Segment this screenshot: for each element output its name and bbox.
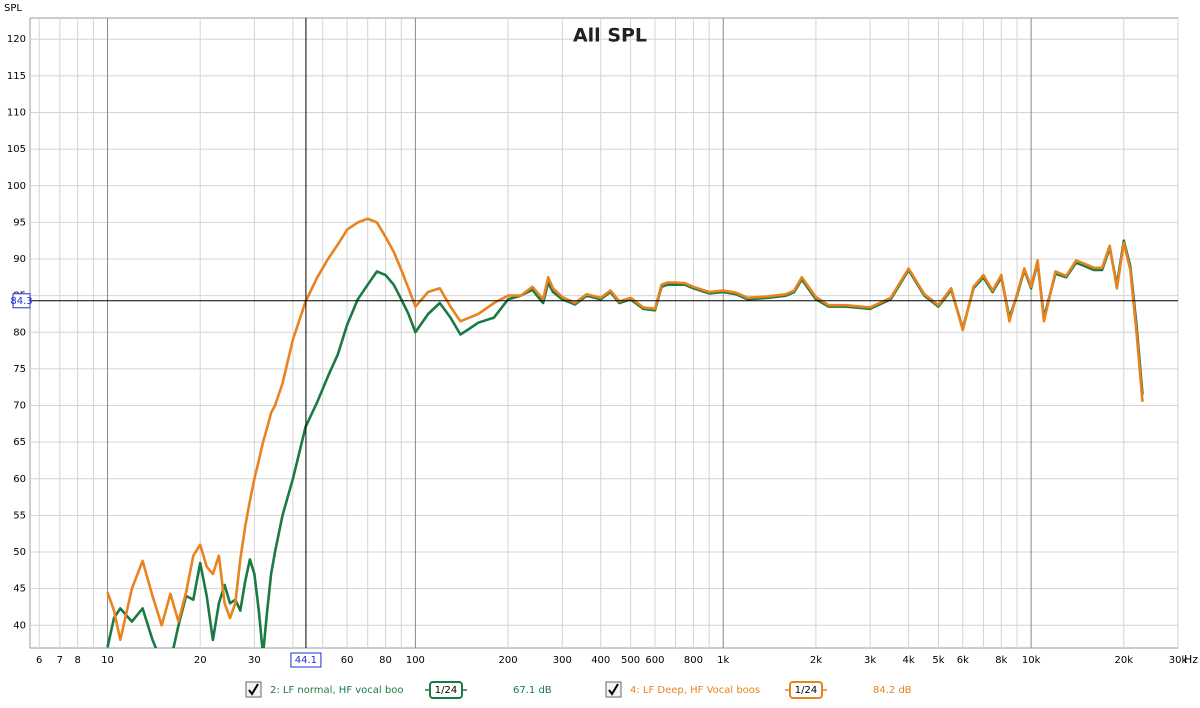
legend-label: 2: LF normal, HF vocal boo xyxy=(270,685,403,696)
legend: 2: LF normal, HF vocal boo 1/24 67.1 dB 4: … xyxy=(245,681,912,699)
chart-title: All SPL xyxy=(573,25,647,47)
x-tick-label: 30 xyxy=(248,655,261,666)
y-tick-label: 120 xyxy=(7,34,26,45)
checkmark xyxy=(248,683,259,696)
x-tick-label: 10k xyxy=(1022,655,1041,666)
plot-area xyxy=(29,17,1179,649)
smoothing-label: 1/24 xyxy=(435,685,457,696)
x-tick-label: 600 xyxy=(645,655,664,666)
series-line xyxy=(106,217,1144,642)
y-tick-label: 60 xyxy=(13,474,26,485)
legend-label: 4: LF Deep, HF Vocal boos xyxy=(630,685,760,696)
y-tick-label: 95 xyxy=(13,217,26,228)
checkmark xyxy=(608,683,619,696)
x-tick-label: 6 xyxy=(36,655,42,666)
legend-readout: 67.1 dB xyxy=(513,685,552,696)
x-tick-label: 30k xyxy=(1169,655,1188,666)
y-tick-label: 40 xyxy=(13,620,26,631)
x-tick-label: 8k xyxy=(995,655,1007,666)
legend-checkbox[interactable] xyxy=(245,681,262,698)
x-tick-label: 1k xyxy=(717,655,729,666)
x-tick-label: 20k xyxy=(1115,655,1134,666)
legend-readout: 84.2 dB xyxy=(873,685,912,696)
x-axis-label: Hz xyxy=(1184,653,1198,666)
x-tick-label: 60 xyxy=(341,655,354,666)
x-tick-label: 500 xyxy=(621,655,640,666)
x-tick-label: 2k xyxy=(810,655,822,666)
grid: 4045505560657075808590951001051101151206… xyxy=(7,18,1188,666)
x-tick-label: 8 xyxy=(75,655,81,666)
cursor-y-box xyxy=(12,293,31,309)
y-tick-label: 110 xyxy=(7,108,26,119)
x-tick-label: 3k xyxy=(864,655,876,666)
x-tick-label: 80 xyxy=(379,655,392,666)
cursor-x-label: 44.1 xyxy=(295,655,317,666)
x-tick-label: 20 xyxy=(194,655,207,666)
smoothing-label: 1/24 xyxy=(795,685,817,696)
x-tick-label: 6k xyxy=(957,655,969,666)
x-tick-label: 100 xyxy=(406,655,425,666)
legend-checkbox[interactable] xyxy=(605,681,622,698)
y-tick-label: 105 xyxy=(7,144,26,155)
x-tick-label: 4k xyxy=(903,655,915,666)
y-tick-label: 80 xyxy=(13,327,26,338)
y-tick-label: 45 xyxy=(13,584,26,595)
y-tick-label: 55 xyxy=(13,510,26,521)
curves xyxy=(106,217,1144,648)
smoothing-box[interactable] xyxy=(789,681,823,699)
y-tick-label: 50 xyxy=(13,547,26,558)
x-tick-label: 800 xyxy=(684,655,703,666)
y-tick-label: 70 xyxy=(13,401,26,412)
x-tick-label: 7 xyxy=(57,655,63,666)
x-tick-label: 10 xyxy=(101,655,114,666)
x-tick-label: 200 xyxy=(499,655,518,666)
cursor: 84.3 44.1 xyxy=(10,18,1178,668)
x-tick-label: 400 xyxy=(591,655,610,666)
y-tick-label: 65 xyxy=(13,437,26,448)
y-axis-label: SPL xyxy=(4,3,22,14)
cursor-y-label: 84.3 xyxy=(10,296,32,307)
y-tick-label: 90 xyxy=(13,254,26,265)
smoothing-box[interactable] xyxy=(429,681,463,699)
x-tick-label: 5k xyxy=(932,655,944,666)
y-tick-label: 100 xyxy=(7,181,26,192)
cursor-x-box xyxy=(290,652,322,668)
y-tick-label: 75 xyxy=(13,364,26,375)
y-tick-label: 115 xyxy=(7,71,26,82)
x-tick-label: 300 xyxy=(553,655,572,666)
